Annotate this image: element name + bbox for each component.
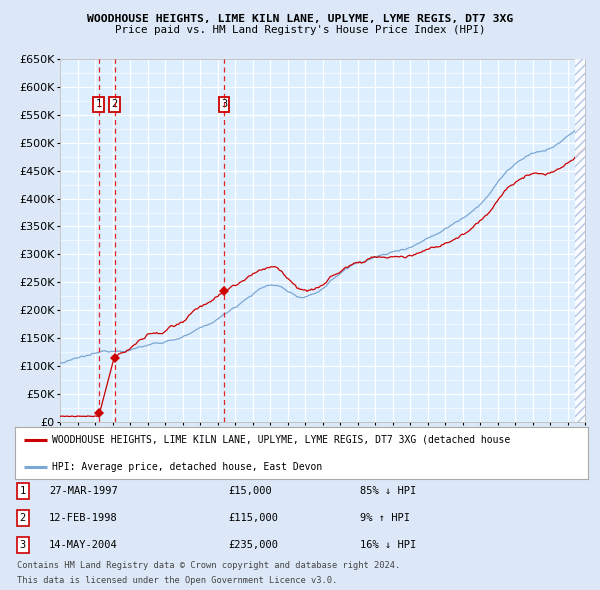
Text: 14-MAY-2004: 14-MAY-2004	[49, 540, 118, 550]
Text: 1: 1	[20, 486, 26, 496]
Text: 3: 3	[20, 540, 26, 550]
Text: 9% ↑ HPI: 9% ↑ HPI	[360, 513, 410, 523]
Text: 12-FEB-1998: 12-FEB-1998	[49, 513, 118, 523]
Text: 2: 2	[20, 513, 26, 523]
Text: £115,000: £115,000	[228, 513, 278, 523]
Text: WOODHOUSE HEIGHTS, LIME KILN LANE, UPLYME, LYME REGIS, DT7 3XG: WOODHOUSE HEIGHTS, LIME KILN LANE, UPLYM…	[87, 14, 513, 24]
Text: 27-MAR-1997: 27-MAR-1997	[49, 486, 118, 496]
Text: £15,000: £15,000	[228, 486, 272, 496]
Text: 85% ↓ HPI: 85% ↓ HPI	[360, 486, 416, 496]
Text: 2: 2	[112, 99, 118, 109]
Text: WOODHOUSE HEIGHTS, LIME KILN LANE, UPLYME, LYME REGIS, DT7 3XG (detached house: WOODHOUSE HEIGHTS, LIME KILN LANE, UPLYM…	[52, 435, 511, 445]
Text: Contains HM Land Registry data © Crown copyright and database right 2024.: Contains HM Land Registry data © Crown c…	[17, 561, 400, 570]
Text: 1: 1	[96, 99, 102, 109]
Text: This data is licensed under the Open Government Licence v3.0.: This data is licensed under the Open Gov…	[17, 576, 337, 585]
Text: HPI: Average price, detached house, East Devon: HPI: Average price, detached house, East…	[52, 461, 322, 471]
Text: 16% ↓ HPI: 16% ↓ HPI	[360, 540, 416, 550]
Text: Price paid vs. HM Land Registry's House Price Index (HPI): Price paid vs. HM Land Registry's House …	[115, 25, 485, 35]
Text: 3: 3	[221, 99, 227, 109]
Text: £235,000: £235,000	[228, 540, 278, 550]
Bar	[575, 59, 585, 422]
